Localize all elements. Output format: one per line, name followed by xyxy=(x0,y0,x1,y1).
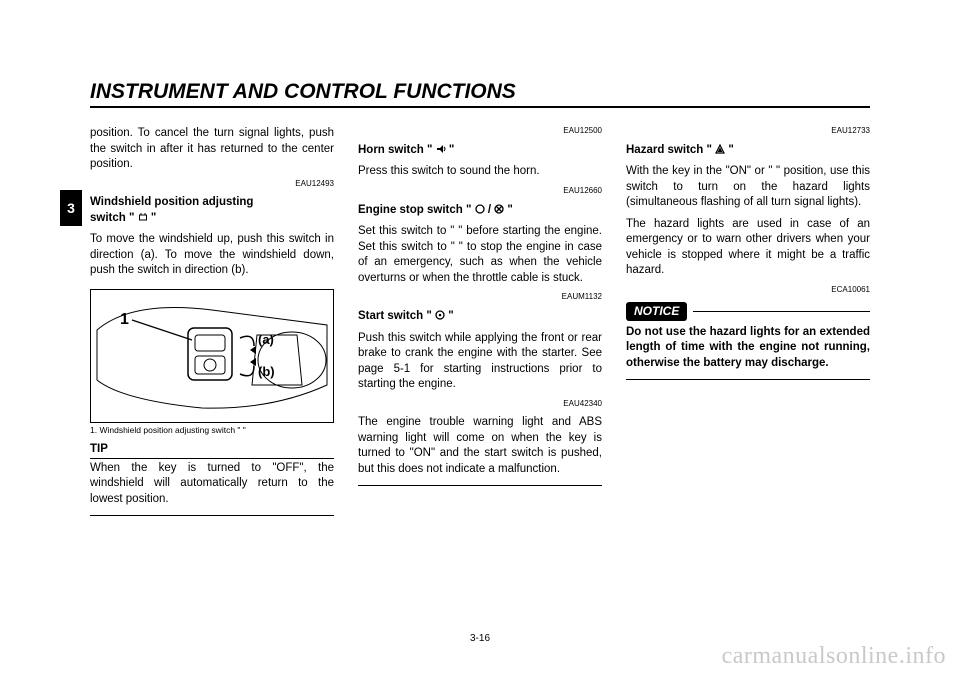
figure-svg: 1 (a) (b) xyxy=(91,290,333,422)
c2-code1: EAU12500 xyxy=(358,126,602,137)
figure-windshield-switch: 1 (a) (b) xyxy=(90,289,334,423)
c1-heading-windshield: Windshield position adjusting switch " " xyxy=(90,195,334,226)
c2-code2: EAU12660 xyxy=(358,186,602,197)
c2-h2b: / xyxy=(485,204,495,216)
c2-h1a: Horn switch " xyxy=(358,144,436,156)
column-1: position. To cancel the turn signal ligh… xyxy=(90,126,334,516)
c3-p2: The hazard lights are used in case of an… xyxy=(626,217,870,279)
c2-heading-start: Start switch " " xyxy=(358,309,602,325)
c2-code4: EAU42340 xyxy=(358,399,602,410)
c2-p1: Press this switch to sound the horn. xyxy=(358,164,602,180)
c3-heading-hazard: Hazard switch " " xyxy=(626,143,870,159)
c2-end-rule xyxy=(358,485,602,486)
c3-code2: ECA10061 xyxy=(626,285,870,296)
c3-p1: With the key in the "ON" or " " position… xyxy=(626,164,870,211)
tip-text: When the key is turned to "OFF", the win… xyxy=(90,461,334,508)
c3-p3: Do not use the hazard lights for an exte… xyxy=(626,325,870,372)
notice-rule xyxy=(693,311,870,312)
tip-block: TIP When the key is turned to "OFF", the… xyxy=(90,442,334,516)
c3-code1: EAU12733 xyxy=(626,126,870,137)
column-2: EAU12500 Horn switch " " Press this swit… xyxy=(358,126,602,516)
c2-h3a: Start switch " xyxy=(358,310,435,322)
c2-h2a: Engine stop switch " xyxy=(358,204,475,216)
c2-h3b: " xyxy=(445,310,454,322)
watermark: carmanualsonline.info xyxy=(722,643,946,670)
c1-h1a: Windshield position adjusting xyxy=(90,196,253,208)
page-title: INSTRUMENT AND CONTROL FUNCTIONS xyxy=(90,80,870,108)
column-3: EAU12733 Hazard switch " " With the key … xyxy=(626,126,870,516)
manual-page: 3 INSTRUMENT AND CONTROL FUNCTIONS posit… xyxy=(0,0,960,678)
c2-p4: The engine trouble warning light and ABS… xyxy=(358,415,602,477)
run-icon xyxy=(475,204,485,214)
horn-icon xyxy=(436,144,446,154)
c2-p3: Push this switch while applying the fron… xyxy=(358,331,602,393)
stop-icon xyxy=(494,204,504,214)
c2-h1b: " xyxy=(446,144,455,156)
body-columns: position. To cancel the turn signal ligh… xyxy=(90,126,870,516)
c2-heading-stop: Engine stop switch " / " xyxy=(358,203,602,219)
tip-rule xyxy=(90,458,334,459)
hazard-icon xyxy=(715,144,725,154)
c1-h1b: switch " xyxy=(90,212,138,224)
tip-end-rule xyxy=(90,515,334,516)
figure-caption: 1. Windshield position adjusting switch … xyxy=(90,425,334,436)
c2-h2c: " xyxy=(504,204,513,216)
c2-p2: Set this switch to " " before starting t… xyxy=(358,224,602,286)
fig-label-1: 1 xyxy=(120,311,129,328)
fig-label-a: (a) xyxy=(258,332,274,347)
c1-p2: To move the windshield up, push this swi… xyxy=(90,232,334,279)
c1-h1c: " xyxy=(148,212,157,224)
c3-h1a: Hazard switch " xyxy=(626,144,715,156)
c3-h1b: " xyxy=(725,144,734,156)
tip-label: TIP xyxy=(90,443,108,455)
windshield-icon xyxy=(138,212,148,222)
notice-badge: NOTICE xyxy=(626,302,687,321)
notice-row: NOTICE xyxy=(626,302,870,321)
chapter-tab: 3 xyxy=(60,190,82,226)
c2-code3: EAUM1132 xyxy=(358,292,602,303)
start-icon xyxy=(435,310,445,320)
c1-code1: EAU12493 xyxy=(90,179,334,190)
c3-end-rule xyxy=(626,379,870,380)
c1-p1: position. To cancel the turn signal ligh… xyxy=(90,126,334,173)
fig-label-b: (b) xyxy=(258,364,275,379)
c2-heading-horn: Horn switch " " xyxy=(358,143,602,159)
